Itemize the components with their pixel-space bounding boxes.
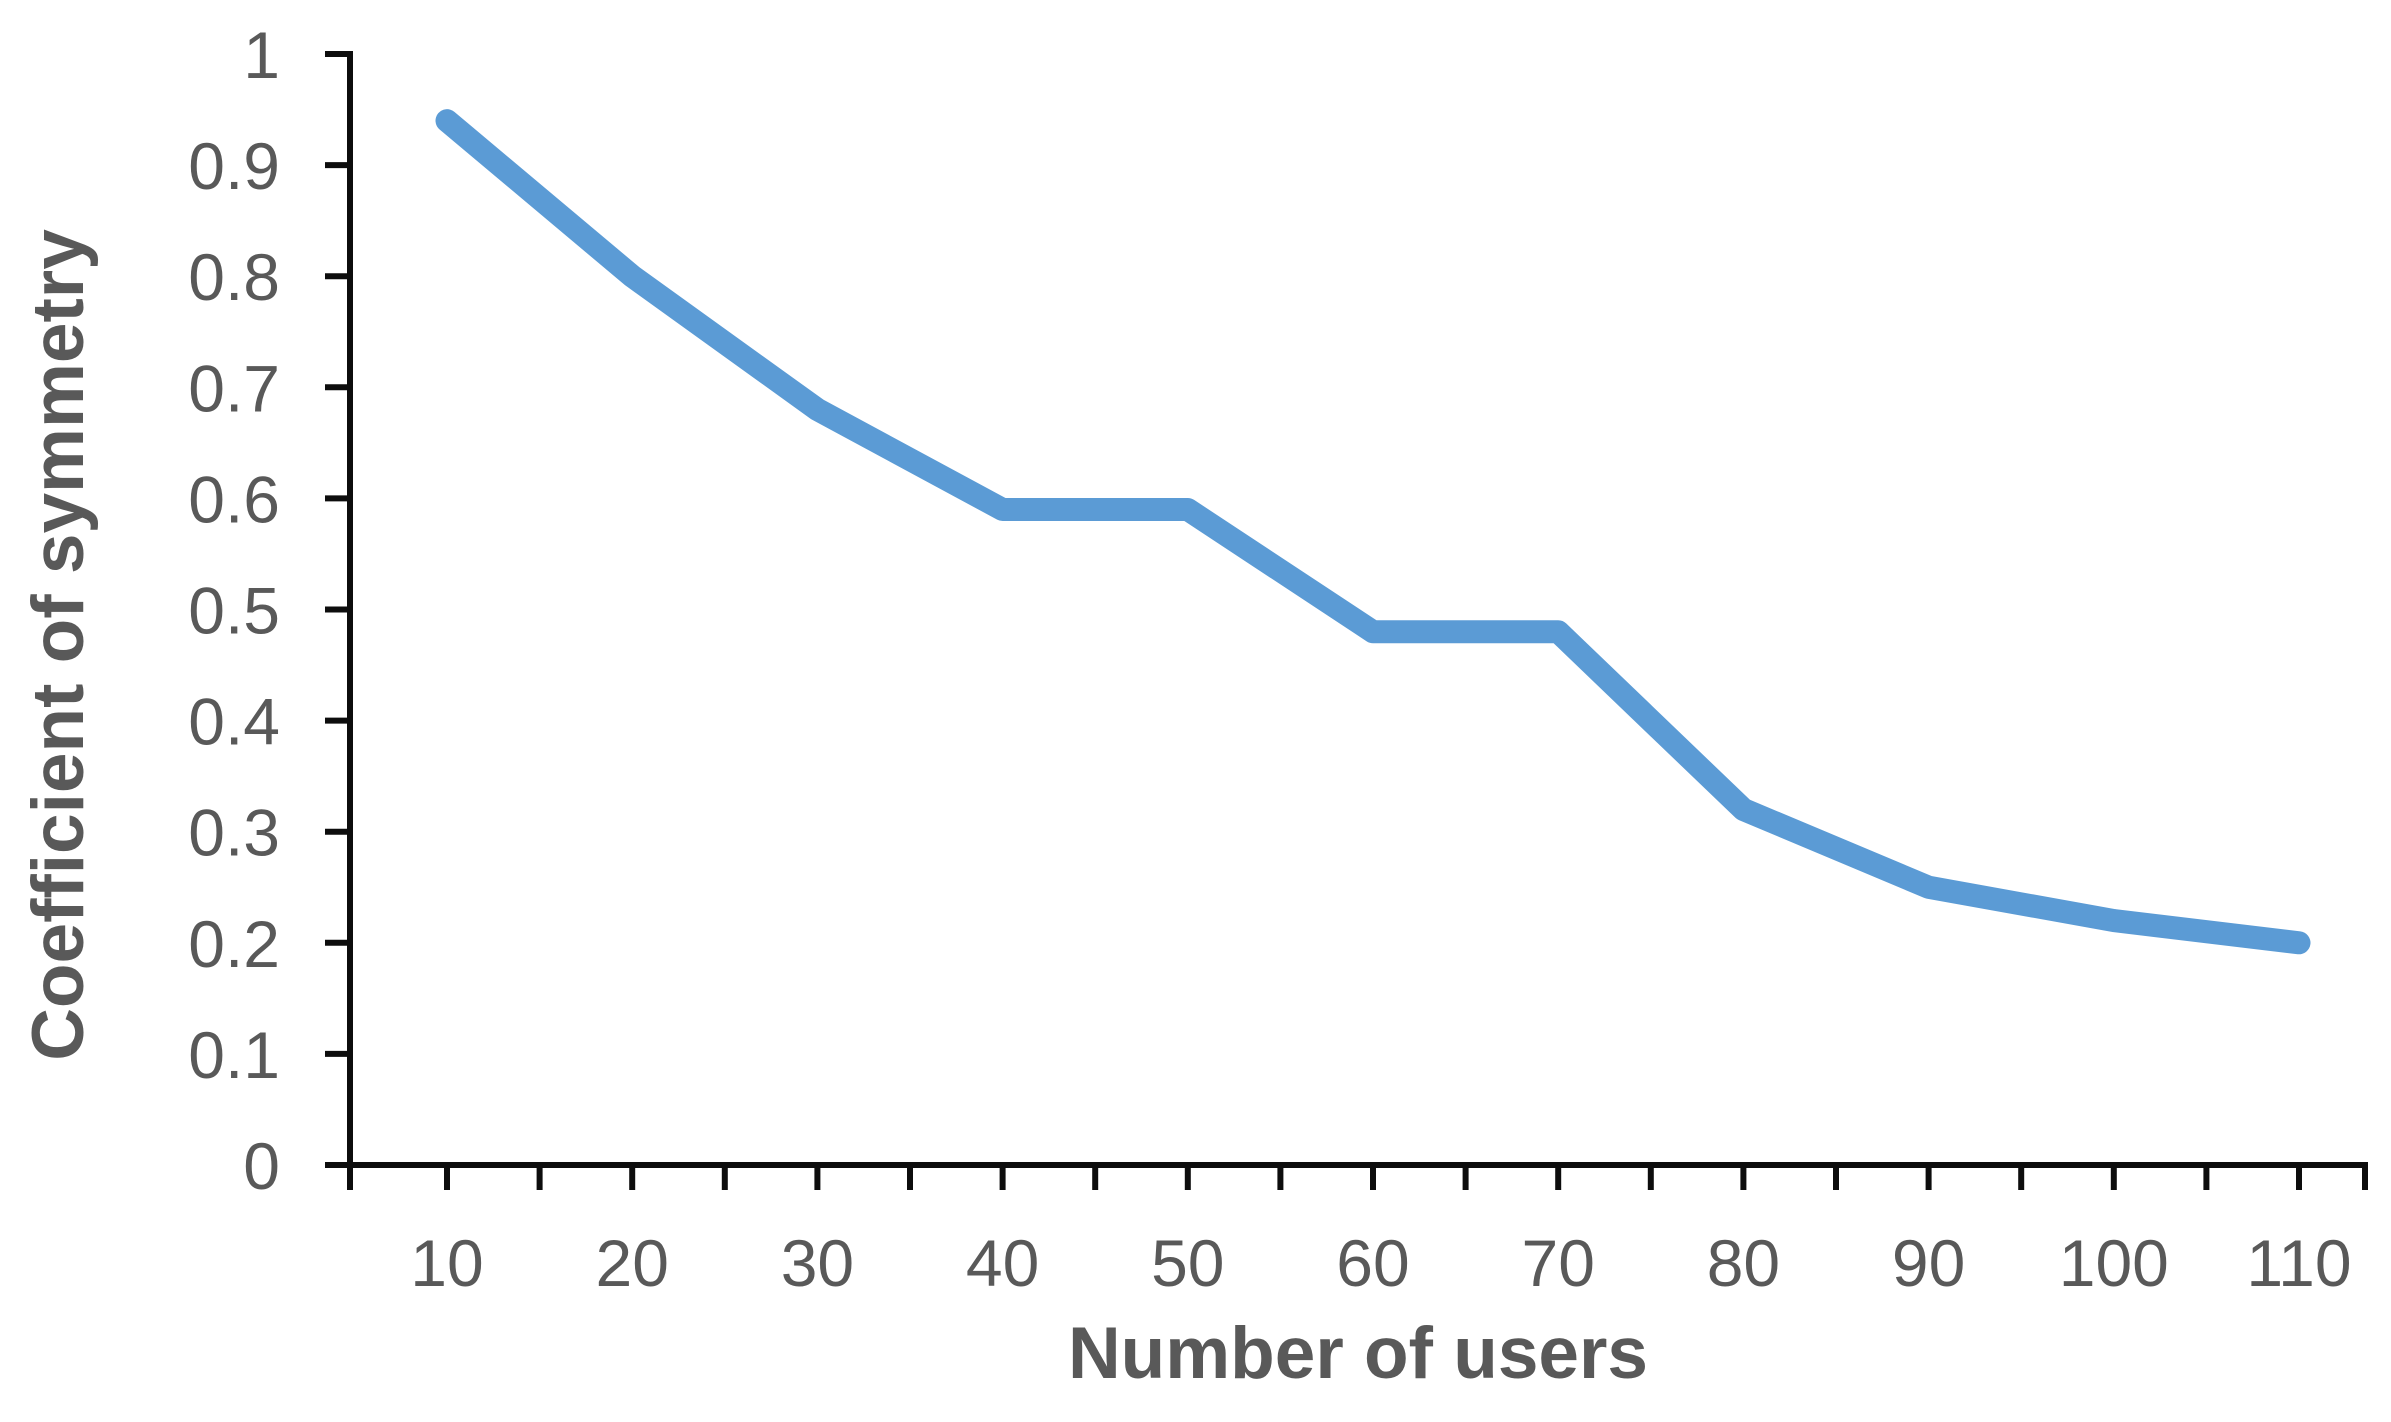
x-tick-label: 10	[410, 1226, 483, 1300]
x-tick-label: 110	[2246, 1226, 2351, 1300]
y-tick-label: 0.8	[188, 240, 280, 314]
data-line-series	[435, 109, 2311, 955]
x-tick-label: 30	[781, 1226, 854, 1300]
x-tick-label: 40	[966, 1226, 1039, 1300]
y-axis-title: Coefficient of symmetry	[18, 229, 99, 1061]
y-tick-label: 0.1	[188, 1018, 280, 1092]
x-tick-label: 80	[1707, 1226, 1780, 1300]
y-tick-label: 0.3	[188, 796, 280, 870]
x-tick-label: 50	[1151, 1226, 1224, 1300]
x-tick-label: 70	[1521, 1226, 1594, 1300]
y-tick-label: 1	[243, 18, 280, 92]
x-tick-label: 20	[595, 1226, 668, 1300]
y-tick-label: 0.9	[188, 129, 280, 203]
y-tick-label: 0.5	[188, 574, 280, 648]
y-tick-label: 0.6	[188, 462, 280, 536]
y-tick-label: 0.4	[188, 685, 280, 759]
x-tick-label: 90	[1892, 1226, 1965, 1300]
x-tick-label: 100	[2059, 1226, 2169, 1300]
x-axis-title: Number of users	[1068, 1313, 1648, 1394]
y-tick-label: 0.2	[188, 907, 280, 981]
x-tick-label: 60	[1336, 1226, 1409, 1300]
y-tick-label: 0.7	[188, 351, 280, 425]
y-tick-label: 0	[243, 1129, 280, 1203]
